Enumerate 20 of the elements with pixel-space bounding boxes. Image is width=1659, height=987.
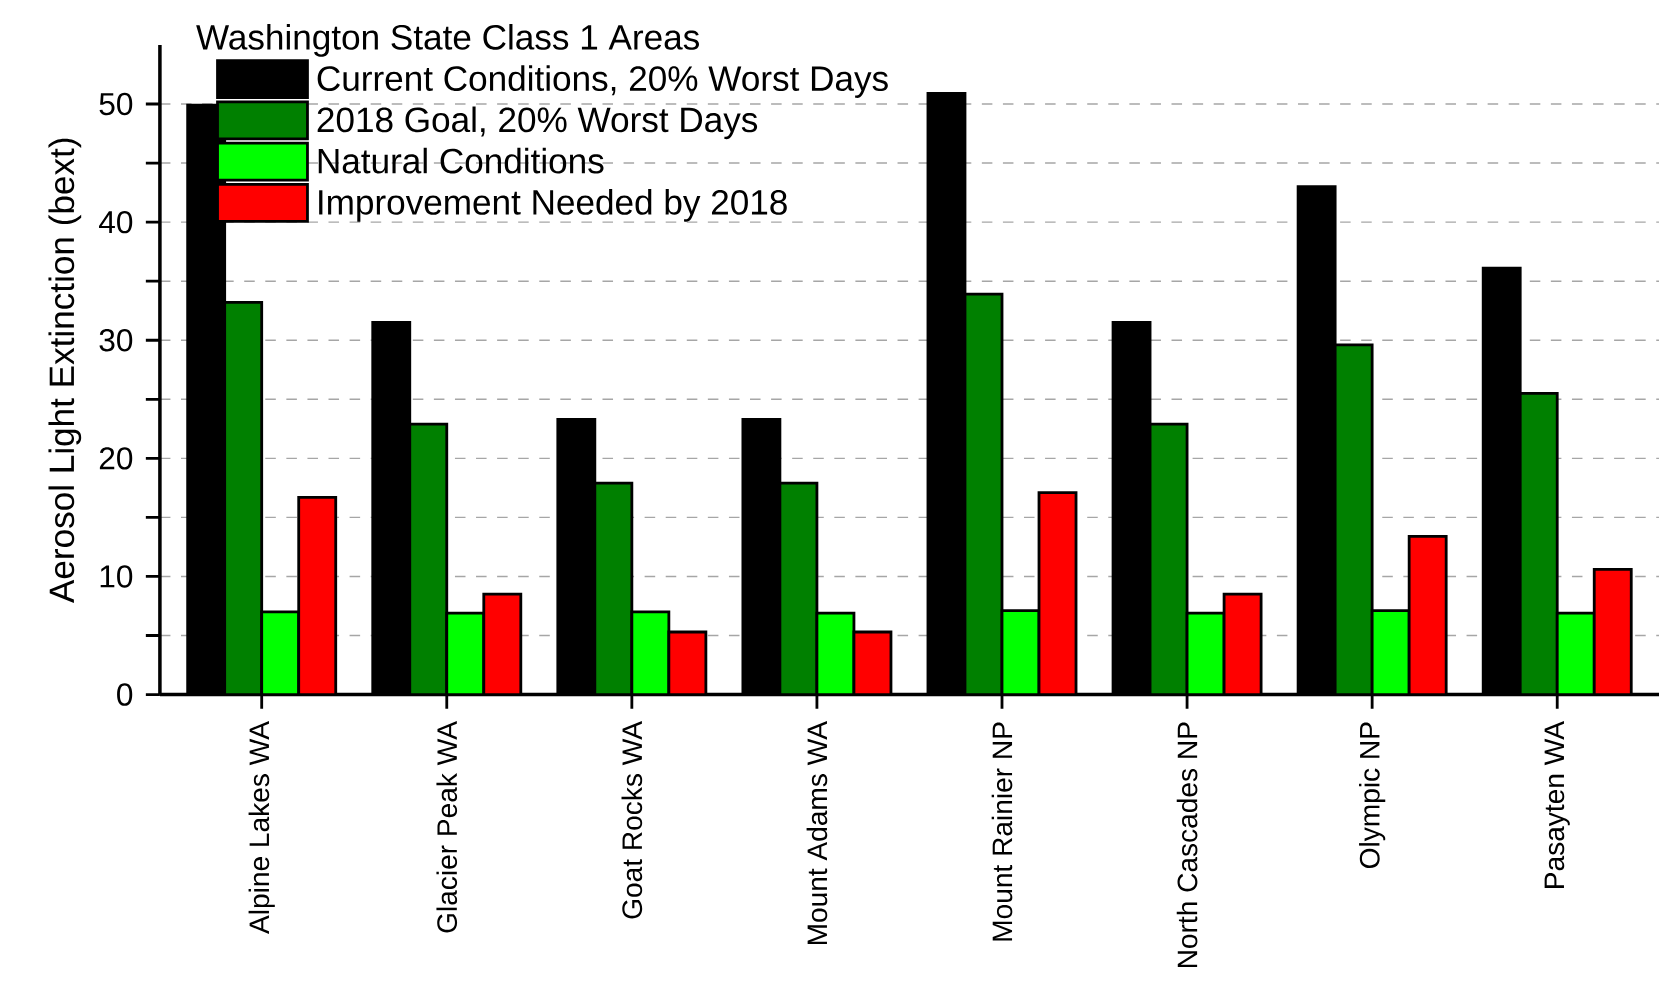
x-tick-label: Pasayten WA: [1544, 720, 1570, 888]
y-tick-label: 30: [99, 328, 133, 352]
y-tick-label: 10: [100, 565, 133, 588]
y-tick-label: 50: [99, 92, 133, 116]
y-tick-label: 0: [117, 683, 133, 706]
x-tick-label: Mount Rainier NP: [991, 722, 1013, 941]
y-axis-title: Aerosol Light Extinction (bext): [48, 138, 82, 603]
x-tick-label: Glacier Peak WA: [436, 720, 458, 933]
legend-label: Natural Conditions: [318, 147, 604, 174]
legend-label: Improvement Needed by 2018: [319, 188, 787, 222]
legend-label: 2018 Goal, 20% Worst Days: [317, 106, 758, 140]
x-tick-label: Mount Adams WA: [806, 720, 828, 944]
x-tick-label: North Cascades NP: [1176, 722, 1198, 967]
y-tick-label: 40: [99, 210, 133, 234]
legend-title: Washington State Class 1 Areas: [196, 23, 699, 57]
legend-label: Current Conditions, 20% Worst Days: [317, 65, 888, 98]
x-tick-label: Goat Rocks WA: [621, 720, 643, 919]
y-tick-label: 20: [99, 446, 133, 470]
x-tick-label: Alpine Lakes WA: [248, 720, 275, 934]
x-tick-label: Olympic NP: [1359, 722, 1386, 868]
